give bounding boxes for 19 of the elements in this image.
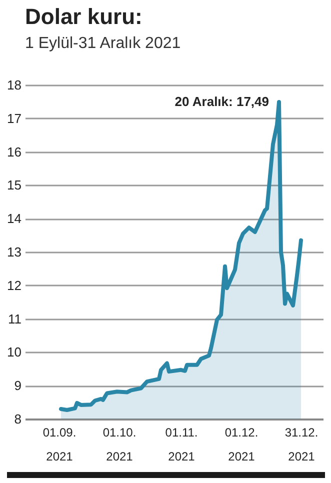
y-tick-label: 8 (14, 412, 22, 426)
y-tick-label: 16 (7, 144, 22, 160)
y-tick-label: 18 (7, 78, 22, 92)
x-tick-label: 01.12. 2021 (224, 426, 258, 464)
y-tick-label: 10 (7, 344, 22, 360)
y-tick-label: 13 (7, 244, 22, 260)
y-tick-label: 14 (7, 211, 22, 226)
annotation: 20 Aralık: 17,49 (174, 94, 269, 110)
x-tick-label: 01.10. 2021 (102, 426, 136, 464)
x-tick-label: 31.12. 2021 (284, 426, 318, 464)
y-tick-label: 12 (7, 278, 22, 293)
y-tick-label: 9 (14, 378, 22, 394)
y-tick-label: 11 (8, 311, 22, 326)
chart-title: Dolar kuru: (25, 4, 142, 29)
chart-subtitle: 1 Eylül-31 Aralık 2021 (25, 35, 181, 52)
x-tick-label: 01.09. 2021 (42, 426, 76, 464)
y-tick-label: 15 (7, 178, 22, 193)
y-tick-label: 17 (7, 110, 22, 126)
x-tick-label: 01.11. 2021 (165, 426, 198, 464)
